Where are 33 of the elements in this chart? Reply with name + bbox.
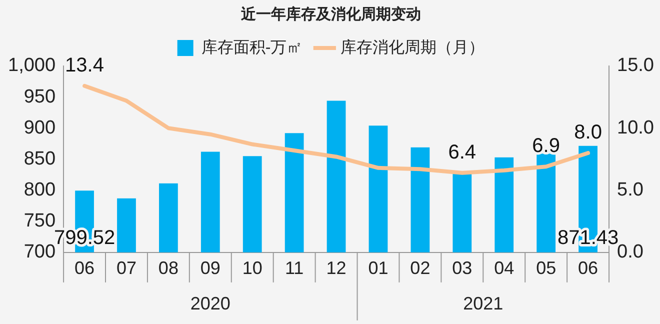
text: 2021	[463, 293, 504, 314]
x-tick-label: 09	[200, 258, 220, 278]
y2-tick-label: 10.0	[617, 117, 654, 138]
y-tick-label: 950	[24, 86, 56, 108]
x-tick-label: 12	[326, 258, 346, 278]
y2-tick-label: 0.0	[617, 242, 644, 263]
y-tick-label: 850	[24, 148, 56, 170]
legend-label: 库存消化周期（月）	[340, 38, 485, 56]
x-tick-label: 05	[536, 258, 556, 278]
y-tick-label: 900	[24, 117, 56, 138]
x-tick-label: 10	[242, 258, 262, 278]
legend-label: 库存面积-万㎡	[201, 38, 303, 56]
y-tick-label: 1,000	[8, 55, 56, 76]
data-label: 6.9	[532, 135, 560, 158]
x-tick-label: 08	[158, 258, 178, 278]
x-tick-label: 06	[578, 258, 598, 278]
x-tick-label: 04	[494, 258, 514, 278]
x-tick-label: 02	[410, 258, 430, 278]
x-tick-label: 03	[452, 258, 472, 278]
x-tick-label: 06	[74, 258, 95, 278]
chart-title: 近一年库存及消化周期变动	[240, 5, 421, 24]
y-tick-label: 750	[24, 210, 56, 232]
y2-tick-label: 5.0	[617, 180, 644, 200]
y2-tick-label: 15.0	[617, 55, 654, 76]
x-tick-label: 11	[284, 258, 304, 278]
x-tick-label: 07	[116, 258, 136, 278]
x-tick-label: 01	[368, 258, 388, 278]
data-label: 8.0	[574, 122, 602, 144]
data-label: 13.4	[65, 54, 104, 76]
data-label: 6.4	[448, 141, 476, 164]
y-tick-label: 700	[24, 242, 56, 263]
text: 2020	[190, 293, 230, 314]
y-tick-label: 800	[24, 180, 56, 200]
